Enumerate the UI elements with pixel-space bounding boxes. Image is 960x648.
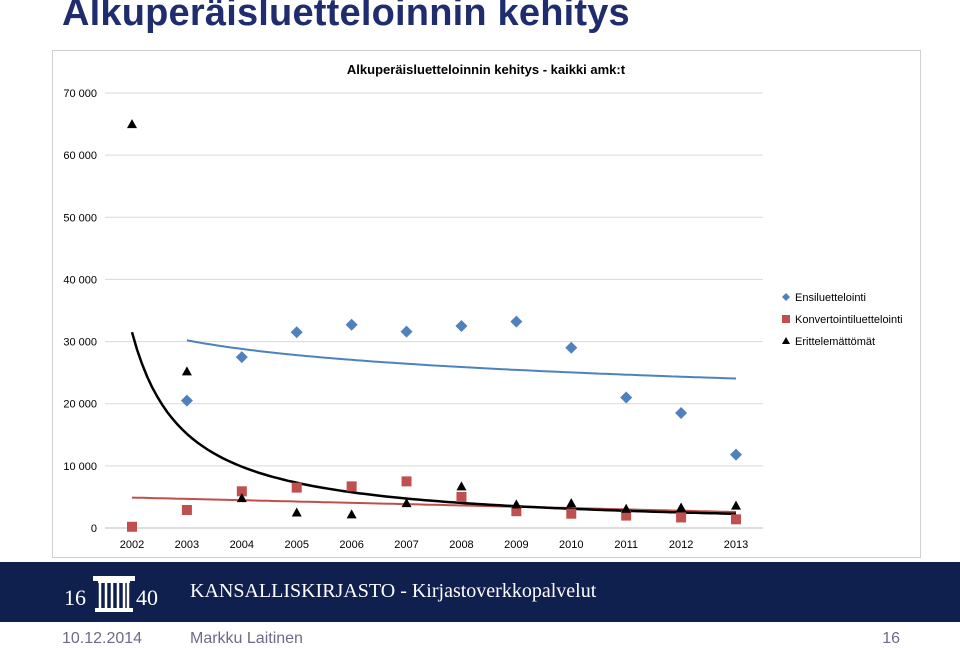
- data-point-diamond: [620, 391, 633, 404]
- chart-title: Alkuperäisluetteloinnin kehitys - kaikki…: [347, 62, 626, 77]
- data-point-diamond: [675, 407, 688, 420]
- svg-text:16: 16: [64, 585, 86, 610]
- data-point-triangle: [566, 498, 577, 508]
- data-point-triangle: [181, 366, 192, 376]
- trendline-3: [130, 331, 737, 516]
- data-point-square: [401, 476, 412, 487]
- legend-marker: [782, 337, 790, 344]
- y-tick-label: 50 000: [63, 212, 97, 224]
- data-point-diamond: [290, 326, 303, 339]
- trendline-2: [131, 496, 737, 513]
- data-point-triangle: [621, 503, 632, 513]
- y-tick-label: 20 000: [63, 399, 97, 411]
- x-tick-label: 2010: [559, 539, 583, 551]
- trendline-1: [186, 339, 737, 380]
- data-point-triangle: [127, 119, 137, 129]
- y-tick-label: 40 000: [63, 274, 97, 286]
- legend-label: Konvertointiluettelointi: [795, 314, 903, 326]
- legend-marker: [782, 315, 790, 323]
- data-point-triangle: [291, 507, 302, 517]
- data-point-diamond: [345, 318, 358, 331]
- svg-text:40: 40: [136, 585, 158, 610]
- y-tick-label: 70 000: [63, 88, 97, 100]
- x-tick-label: 2009: [504, 539, 528, 551]
- data-point-square: [566, 508, 577, 519]
- legend: Ensiluettelointi Konvertointiluettelointi…: [782, 292, 903, 348]
- scatter-chart: Alkuperäisluetteloinnin kehitys - kaikki…: [63, 62, 903, 551]
- data-point-diamond: [180, 394, 193, 407]
- x-tick-label: 2012: [669, 539, 693, 551]
- data-point-square: [456, 491, 467, 502]
- axis-labels: 0 10 000 20 000 30 000 40 000 50 000 60 000 70 …: [63, 88, 748, 551]
- legend-label: Erittelemättömät: [795, 336, 875, 348]
- x-tick-label: 2013: [724, 539, 748, 551]
- x-tick-label: 2004: [230, 539, 254, 551]
- data-point-triangle: [236, 493, 247, 503]
- x-tick-label: 2008: [449, 539, 473, 551]
- data-point-triangle: [401, 498, 412, 508]
- y-tick-label: 30 000: [63, 337, 97, 349]
- footer-date: 10.12.2014: [62, 630, 143, 647]
- data-point-triangle: [731, 500, 741, 510]
- data-point-diamond: [510, 315, 523, 328]
- footer-author: Markku Laitinen: [190, 630, 303, 647]
- data-point-diamond: [455, 320, 468, 333]
- x-tick-label: 2002: [120, 539, 144, 551]
- x-tick-label: 2005: [284, 539, 308, 551]
- data-point-square: [181, 504, 192, 515]
- data-point-square: [676, 512, 687, 523]
- trendlines: [130, 331, 737, 516]
- data-point-square: [291, 482, 302, 493]
- data-points: [127, 119, 742, 532]
- library-logo: 16 40: [64, 576, 158, 612]
- x-tick-label: 2003: [175, 539, 199, 551]
- legend-marker: [782, 293, 790, 301]
- data-point-diamond: [730, 448, 742, 461]
- data-point-square: [236, 486, 247, 497]
- footer-banner: 16 40 KANSALLISKIRJASTO - Kirjastoverkko…: [0, 562, 960, 622]
- data-point-square: [346, 481, 357, 492]
- data-point-square: [511, 506, 522, 517]
- data-point-triangle: [511, 499, 522, 509]
- data-point-triangle: [456, 481, 467, 491]
- x-tick-label: 2007: [394, 539, 418, 551]
- data-point-triangle: [346, 509, 357, 519]
- y-tick-label: 60 000: [63, 150, 97, 162]
- data-point-diamond: [565, 341, 578, 354]
- y-tick-label: 10 000: [63, 461, 97, 473]
- data-point-square: [731, 514, 741, 525]
- organization-name: KANSALLISKIRJASTO - Kirjastoverkkopalvel…: [190, 580, 597, 602]
- slide-title: Alkuperäisluetteloinnin kehitys: [62, 0, 630, 34]
- legend-label: Ensiluettelointi: [795, 292, 866, 304]
- data-point-square: [127, 521, 137, 532]
- page-number: 16: [882, 630, 900, 647]
- gridlines: [105, 92, 763, 529]
- data-point-triangle: [676, 502, 687, 512]
- data-point-square: [621, 510, 632, 521]
- data-point-diamond: [235, 351, 248, 364]
- data-point-diamond: [400, 325, 413, 338]
- x-tick-label: 2006: [339, 539, 363, 551]
- chart-area: Alkuperäisluetteloinnin kehitys - kaikki…: [52, 50, 921, 558]
- x-tick-label: 2011: [614, 539, 638, 551]
- y-tick-label: 0: [91, 523, 97, 535]
